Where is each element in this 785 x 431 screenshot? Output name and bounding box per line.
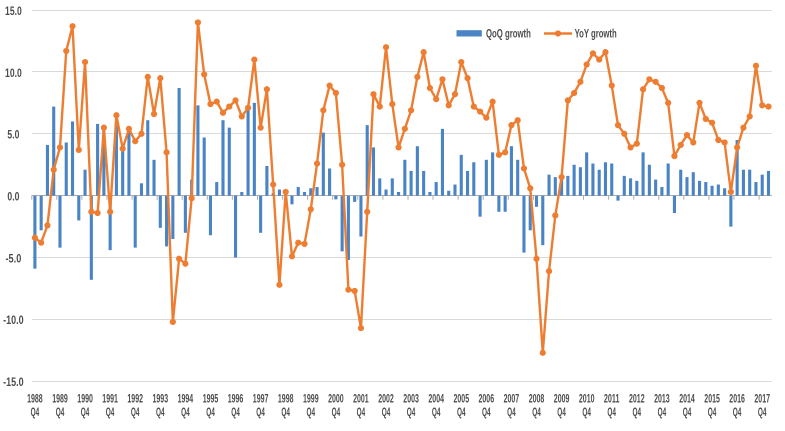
svg-text:Q4: Q4 (31, 405, 40, 419)
svg-text:2003: 2003 (403, 392, 419, 406)
svg-text:Q4: Q4 (758, 405, 767, 419)
svg-text:2000: 2000 (328, 392, 344, 406)
svg-text:Q4: Q4 (582, 405, 591, 419)
svg-text:1993: 1993 (153, 392, 169, 406)
svg-text:2005: 2005 (454, 392, 470, 406)
svg-text:2011: 2011 (604, 392, 620, 406)
svg-text:2004: 2004 (428, 392, 444, 406)
svg-text:1996: 1996 (228, 392, 244, 406)
svg-text:2008: 2008 (529, 392, 545, 406)
svg-text:1990: 1990 (77, 392, 93, 406)
svg-text:5.0: 5.0 (7, 128, 19, 142)
svg-text:Q4: Q4 (407, 405, 416, 419)
svg-text:-15.0: -15.0 (3, 375, 24, 389)
svg-text:1988: 1988 (27, 392, 43, 406)
svg-text:QoQ growth: QoQ growth (486, 27, 531, 41)
svg-text:1989: 1989 (52, 392, 68, 406)
svg-text:1995: 1995 (203, 392, 219, 406)
svg-text:Q4: Q4 (658, 405, 667, 419)
svg-text:Q4: Q4 (106, 405, 115, 419)
svg-text:Q4: Q4 (332, 405, 341, 419)
svg-text:1991: 1991 (102, 392, 118, 406)
svg-text:Q4: Q4 (507, 405, 516, 419)
svg-text:Q4: Q4 (457, 405, 466, 419)
svg-text:0.0: 0.0 (7, 190, 19, 204)
svg-text:Q4: Q4 (633, 405, 642, 419)
svg-text:2006: 2006 (479, 392, 495, 406)
svg-text:Q4: Q4 (131, 405, 140, 419)
svg-text:2014: 2014 (679, 392, 695, 406)
svg-text:Q4: Q4 (307, 405, 316, 419)
svg-text:Q4: Q4 (432, 405, 441, 419)
svg-text:2010: 2010 (579, 392, 595, 406)
svg-text:YoY growth: YoY growth (575, 27, 617, 41)
svg-text:Q4: Q4 (256, 405, 265, 419)
svg-text:1998: 1998 (278, 392, 294, 406)
svg-text:2013: 2013 (654, 392, 670, 406)
svg-text:1997: 1997 (253, 392, 269, 406)
svg-text:2017: 2017 (754, 392, 770, 406)
svg-text:15.0: 15.0 (5, 4, 22, 18)
svg-text:2001: 2001 (353, 392, 369, 406)
svg-text:Q4: Q4 (281, 405, 290, 419)
svg-text:2012: 2012 (629, 392, 645, 406)
svg-text:Q4: Q4 (708, 405, 717, 419)
svg-text:1994: 1994 (178, 392, 194, 406)
svg-text:Q4: Q4 (532, 405, 541, 419)
svg-text:Q4: Q4 (357, 405, 366, 419)
svg-text:-5.0: -5.0 (6, 251, 22, 265)
svg-text:Q4: Q4 (56, 405, 65, 419)
svg-text:Q4: Q4 (607, 405, 616, 419)
svg-text:2007: 2007 (504, 392, 520, 406)
svg-text:Q4: Q4 (557, 405, 566, 419)
svg-text:-10.0: -10.0 (3, 313, 24, 327)
svg-text:Q4: Q4 (156, 405, 165, 419)
svg-text:2016: 2016 (729, 392, 745, 406)
svg-text:Q4: Q4 (683, 405, 692, 419)
svg-text:1992: 1992 (127, 392, 143, 406)
svg-text:Q4: Q4 (733, 405, 742, 419)
svg-text:2009: 2009 (554, 392, 570, 406)
svg-text:Q4: Q4 (231, 405, 240, 419)
svg-text:2002: 2002 (378, 392, 394, 406)
svg-text:Q4: Q4 (382, 405, 391, 419)
svg-text:1999: 1999 (303, 392, 319, 406)
svg-text:2015: 2015 (704, 392, 720, 406)
svg-text:10.0: 10.0 (5, 66, 22, 80)
svg-text:Q4: Q4 (206, 405, 215, 419)
svg-text:Q4: Q4 (81, 405, 90, 419)
svg-text:Q4: Q4 (181, 405, 190, 419)
svg-text:Q4: Q4 (482, 405, 491, 419)
